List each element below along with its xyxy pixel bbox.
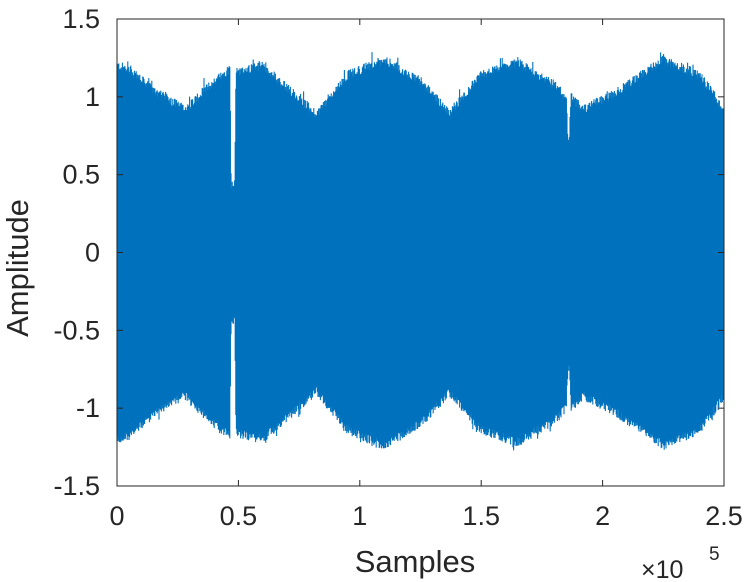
y-tick-label: -1.5 — [53, 471, 100, 501]
x-exponent-base: ×10 — [641, 556, 683, 582]
x-tick-label: 0 — [109, 501, 124, 531]
waveform-series — [116, 52, 725, 451]
x-tick-label: 1.5 — [462, 501, 500, 531]
y-tick-label: -1 — [76, 393, 100, 423]
x-tick-label: 0.5 — [220, 501, 258, 531]
y-tick-label: -0.5 — [53, 315, 100, 345]
y-axis-label: Amplitude — [0, 199, 35, 337]
x-axis-ticks: 0 0.5 1 1.5 2 2.5 — [109, 19, 743, 531]
y-tick-label: 0 — [85, 238, 100, 268]
x-tick-label: 2.5 — [705, 501, 743, 531]
y-axis-ticks: 1.5 1 0.5 0 -0.5 -1 -1.5 — [53, 4, 724, 501]
y-tick-label: 1.5 — [62, 4, 100, 34]
x-axis-label: Samples — [355, 544, 476, 579]
x-tick-label: 1 — [352, 501, 367, 531]
x-exponent-power: 5 — [709, 544, 720, 565]
series-layer — [116, 52, 725, 451]
y-tick-label: 0.5 — [62, 160, 100, 190]
x-tick-label: 2 — [595, 501, 610, 531]
y-tick-label: 1 — [85, 82, 100, 112]
